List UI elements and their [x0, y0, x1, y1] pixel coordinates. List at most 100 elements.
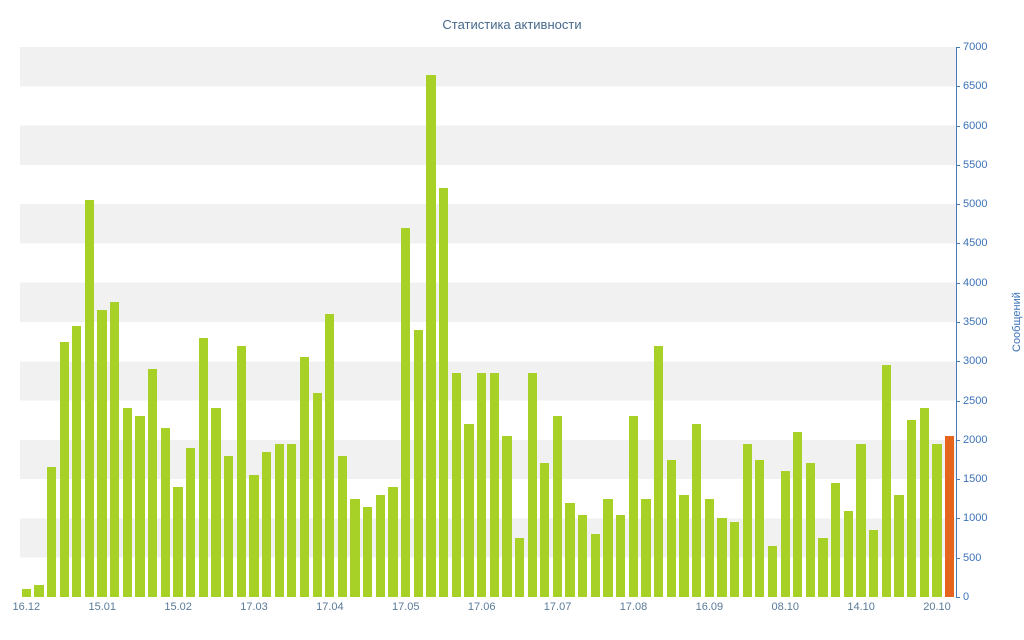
activity-bar — [616, 514, 626, 597]
y-tick-label: 3000 — [963, 355, 988, 368]
x-axis-label: 17.08 — [619, 601, 648, 613]
activity-bar — [325, 314, 335, 597]
y-tick-mark — [956, 86, 960, 88]
activity-bar — [907, 420, 917, 597]
x-axis-label: 17.03 — [240, 601, 268, 613]
y-tick-mark — [956, 361, 960, 363]
y-tick-label: 6000 — [963, 119, 988, 132]
y-tick-mark — [956, 479, 960, 481]
activity-bar — [287, 443, 297, 597]
y-tick-mark — [956, 243, 960, 245]
activity-bar — [742, 443, 752, 597]
activity-bar — [919, 408, 929, 597]
y-tick-mark — [956, 597, 960, 598]
activity-bar — [426, 74, 436, 597]
activity-bar — [312, 392, 322, 597]
activity-bar — [413, 329, 423, 597]
activity-bar — [198, 337, 208, 597]
y-tick-label: 7000 — [963, 41, 988, 53]
activity-bar — [869, 530, 879, 597]
activity-bar — [666, 459, 676, 597]
activity-bar — [476, 373, 487, 597]
x-axis-label: 16.09 — [695, 601, 724, 613]
activity-bar — [717, 518, 727, 597]
activity-bar — [72, 325, 82, 597]
activity-bar — [679, 494, 689, 597]
activity-bar — [160, 428, 170, 597]
activity-bar — [186, 447, 196, 597]
y-tick-label: 3500 — [963, 316, 988, 328]
activity-bar — [805, 463, 816, 597]
activity-bar — [249, 475, 259, 597]
y-tick-label: 0 — [963, 591, 970, 603]
y-tick-label: 4500 — [963, 237, 988, 250]
y-tick-label: 5000 — [963, 198, 988, 211]
x-axis-label: 17.05 — [392, 601, 420, 613]
activity-bar — [211, 408, 221, 597]
x-axis-label: 17.07 — [543, 601, 572, 613]
activity-bar — [135, 416, 145, 597]
y-tick-mark — [956, 47, 960, 48]
y-tick-mark — [956, 557, 960, 559]
y-tick-label: 2000 — [963, 433, 988, 446]
activity-bar — [236, 345, 246, 597]
y-tick-label: 6500 — [963, 80, 988, 93]
y-axis-title: Сообщений — [1011, 292, 1023, 352]
x-axis-label: 17.04 — [316, 601, 344, 613]
activity-bar — [59, 341, 69, 597]
activity-bar — [881, 365, 891, 597]
activity-bar — [34, 585, 44, 597]
activity-bar — [299, 357, 310, 597]
activity-bar — [261, 451, 272, 597]
activity-bar — [793, 432, 803, 597]
activity-bar — [337, 455, 348, 597]
activity-bar — [223, 455, 234, 597]
y-tick-mark — [956, 518, 960, 520]
activity-bar — [122, 408, 133, 597]
activity-bar — [843, 510, 853, 597]
x-axis-label: 20.10 — [923, 601, 951, 613]
activity-bar — [552, 416, 563, 597]
activity-bar — [464, 424, 474, 597]
activity-bar — [527, 373, 537, 597]
activity-bar — [818, 538, 828, 597]
activity-bar — [767, 545, 778, 597]
y-tick-label: 500 — [963, 551, 982, 564]
activity-bar — [451, 373, 461, 597]
activity-bar — [502, 435, 512, 597]
activity-bar — [780, 471, 790, 597]
y-tick-mark — [956, 439, 960, 441]
activity-bar — [514, 538, 525, 597]
chart-title: Статистика активности — [442, 17, 582, 32]
activity-bar — [729, 522, 740, 597]
x-axis-label: 16.12 — [12, 601, 41, 613]
y-tick-mark — [956, 204, 960, 206]
activity-bar — [590, 534, 601, 597]
y-tick-mark — [956, 125, 960, 127]
activity-bar — [641, 498, 651, 597]
activity-bar — [84, 200, 95, 597]
activity-bar — [540, 463, 550, 597]
activity-bar — [401, 227, 411, 597]
activity-bar — [932, 443, 942, 597]
y-tick-mark — [956, 400, 960, 402]
plot-area — [20, 47, 956, 597]
activity-bar — [578, 514, 588, 597]
activity-bar — [894, 494, 904, 597]
activity-bar — [856, 443, 866, 597]
activity-bar — [565, 502, 575, 597]
y-tick-label: 2500 — [963, 394, 988, 407]
y-tick-label: 5500 — [963, 158, 988, 171]
y-tick-mark — [956, 282, 960, 284]
activity-bar — [46, 467, 57, 597]
activity-bar — [110, 302, 120, 597]
y-tick-label: 1500 — [963, 473, 988, 486]
y-tick-mark — [956, 164, 960, 166]
activity-bar — [274, 443, 284, 597]
activity-bar — [21, 589, 31, 597]
activity-bar — [704, 498, 714, 597]
y-tick-mark — [956, 322, 960, 323]
activity-bar — [148, 369, 158, 597]
x-axis-label: 08.10 — [771, 601, 799, 613]
activity-bar — [363, 506, 373, 597]
